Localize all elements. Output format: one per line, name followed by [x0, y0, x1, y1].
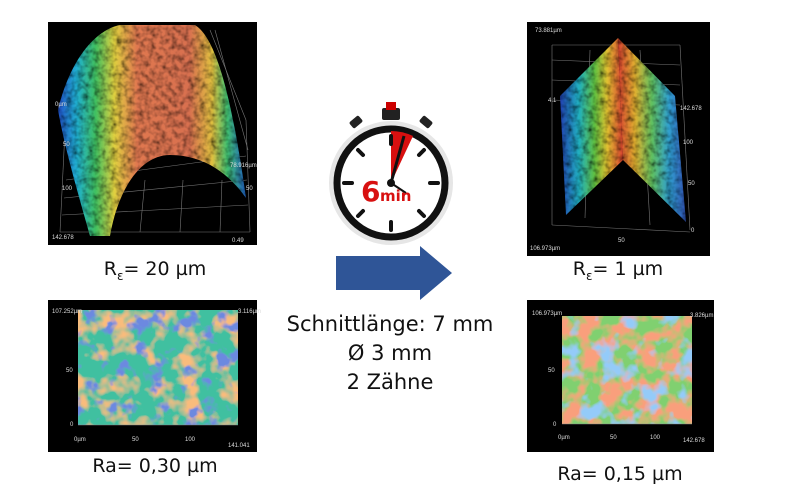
axis-label: 141.041	[228, 443, 250, 449]
axis-label: 50	[66, 368, 73, 374]
axis-label: 50	[63, 142, 70, 148]
axis-label: 106.973µm	[532, 311, 562, 317]
axis-label: 142.678	[683, 438, 705, 444]
process-line: 2 Zähne	[347, 370, 434, 394]
roughness-label: Ra= 0,15 µm	[557, 463, 682, 485]
axis-label: 100	[185, 437, 196, 443]
process-line: Ø 3 mm	[348, 341, 432, 365]
axis-label: 0	[70, 422, 74, 428]
axis-label: 0µm	[558, 435, 570, 441]
axis-label: 100	[62, 186, 73, 192]
label-rest: = 1 µm	[593, 258, 664, 280]
axis-label: 50	[548, 368, 555, 374]
label-sub: ε	[586, 269, 593, 283]
surface-map-rough	[48, 300, 257, 452]
axis-label: 0	[691, 228, 695, 234]
timer-value: 6	[361, 175, 380, 208]
surface-3d-smooth	[527, 22, 710, 256]
axis-label: 142.678	[680, 106, 702, 112]
axis-label: 0µm	[55, 102, 67, 108]
stopwatch	[329, 102, 453, 245]
axis-label: 3.826µm	[690, 313, 713, 319]
axis-label: 4.1	[548, 98, 557, 104]
process-line: Schnittlänge: 7 mm	[287, 312, 494, 336]
axis-label: 106.973µm	[530, 246, 560, 252]
surface-map-smooth	[527, 300, 714, 452]
label-main: R	[573, 258, 586, 280]
axis-label: 3.116µm	[238, 309, 261, 315]
label-main: R	[104, 258, 117, 280]
axis-label: 50	[610, 435, 617, 441]
axis-label: 50	[688, 181, 695, 187]
axis-label: 78.916µm	[230, 163, 257, 169]
roughness-label: Rε= 1 µm	[573, 258, 663, 283]
label-rest: = 20 µm	[123, 258, 206, 280]
axis-label: 142.678	[52, 235, 74, 241]
label-sub: ε	[117, 269, 124, 283]
axis-label: 0µm	[74, 437, 86, 443]
axis-label: 100	[683, 140, 694, 146]
process-arrow	[336, 246, 452, 300]
axis-label: 50	[618, 238, 625, 244]
axis-label: 107.252µm	[52, 309, 82, 315]
axis-label: 50	[246, 186, 253, 192]
axis-label: 50	[132, 437, 139, 443]
surface-3d-rough	[48, 22, 257, 245]
axis-label: 73.881µm	[535, 28, 562, 34]
roughness-label: Ra= 0,30 µm	[92, 455, 217, 477]
roughness-label: Rε= 20 µm	[104, 258, 206, 283]
axis-label: 0.49	[232, 238, 244, 244]
axis-label: 0	[553, 422, 557, 428]
axis-label: 100	[650, 435, 661, 441]
timer-unit: min	[380, 187, 411, 205]
